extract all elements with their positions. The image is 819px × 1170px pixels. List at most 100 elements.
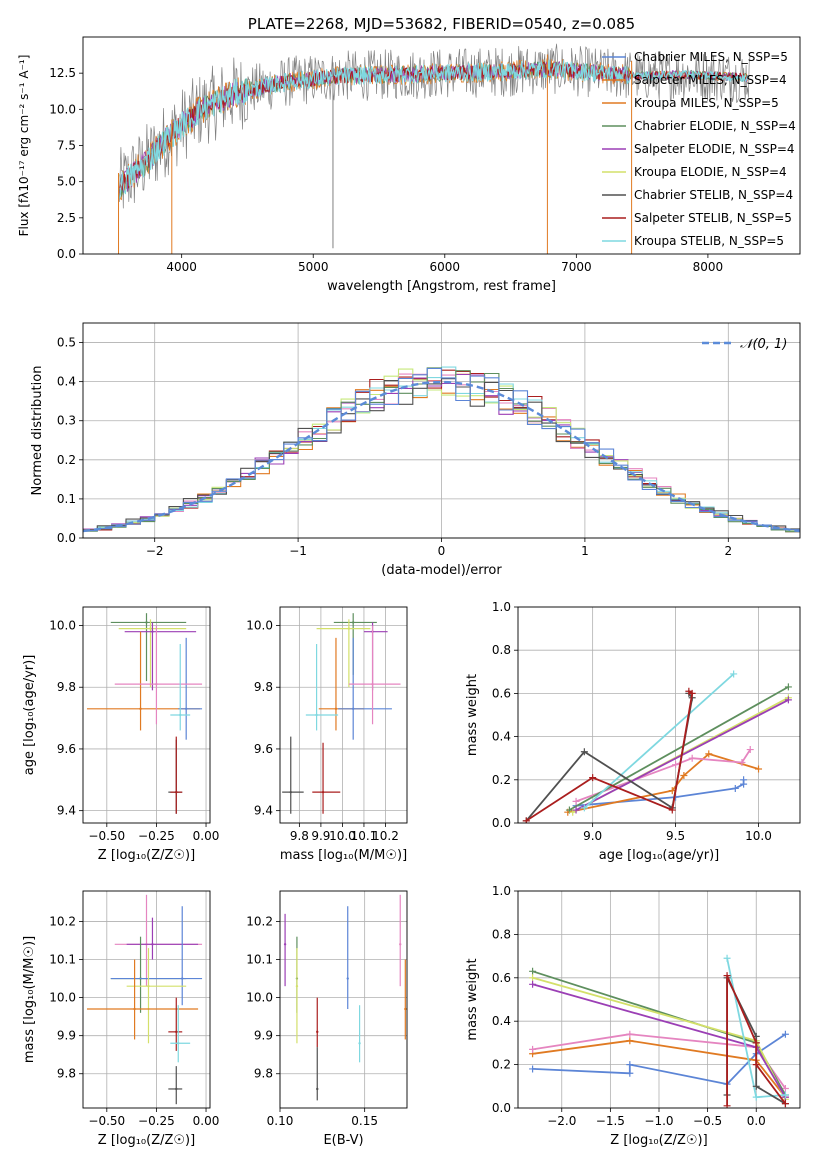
series-marker	[529, 1065, 537, 1073]
series-marker	[529, 974, 537, 982]
legend-label: Salpeter ELODIE, N_SSP=4	[634, 142, 795, 156]
legend-label: Chabrier MILES, N_SSP=5	[634, 50, 788, 64]
series-marker	[731, 784, 739, 792]
y-tick-label: 0.4	[492, 730, 511, 744]
series-marker	[781, 1084, 789, 1092]
x-tick-label: 0.0	[747, 1114, 766, 1128]
x-tick-label: −1.0	[644, 1114, 673, 1128]
x-tick-label: −0.50	[88, 829, 125, 843]
y-tick-label: 9.8	[254, 1067, 273, 1081]
series-marker	[626, 1037, 634, 1045]
x-tick-label: −1.5	[596, 1114, 625, 1128]
x-tick-label: 9.0	[583, 829, 602, 843]
y-tick-label: 0.2	[57, 453, 76, 467]
data-point	[316, 1030, 319, 1034]
x-axis-label: E(B-V)	[323, 1133, 363, 1148]
x-tick-label: 0.00	[193, 1114, 220, 1128]
data-point	[133, 1007, 136, 1011]
series-marker	[723, 972, 731, 980]
y-tick-label: 9.4	[57, 804, 76, 818]
x-tick-label: 9.9	[311, 829, 330, 843]
series-marker	[589, 774, 597, 782]
chart-title: PLATE=2268, MJD=53682, FIBERID=0540, z=0…	[248, 15, 635, 33]
x-axis-label: age [log₁₀(age/yr)]	[599, 848, 720, 863]
series-marker	[672, 761, 680, 769]
series-marker	[626, 1069, 634, 1077]
series-marker	[781, 1030, 789, 1038]
y-tick-label: 0.0	[492, 816, 511, 830]
series-line-red	[525, 690, 694, 822]
y-tick-label: 0.6	[492, 971, 511, 985]
x-tick-label: 7000	[561, 260, 592, 274]
y-tick-label: 0.0	[57, 247, 76, 261]
y-tick-label: 10.0	[246, 619, 273, 633]
x-axis-label: Z [log₁₀(Z/Z☉)]	[98, 1133, 195, 1148]
y-tick-label: 10.1	[246, 953, 273, 967]
series-marker	[572, 797, 580, 805]
y-tick-label: 9.8	[254, 680, 273, 694]
series-marker	[705, 750, 713, 758]
series-marker	[752, 1061, 760, 1069]
y-tick-label: 9.9	[254, 1029, 273, 1043]
legend-label: Kroupa MILES, N_SSP=5	[634, 96, 779, 110]
series-marker	[723, 1102, 731, 1108]
x-tick-label: 1	[581, 544, 589, 558]
data-point	[316, 1087, 319, 1091]
axes-frame	[82, 36, 801, 255]
y-tick-label: 10.1	[49, 953, 76, 967]
series-marker	[730, 670, 738, 678]
plot-area-z-age	[86, 613, 203, 814]
x-tick-label: −0.25	[138, 829, 175, 843]
y-axis-label: age [log₁₀(age/yr)]	[22, 655, 37, 776]
series-marker	[685, 687, 693, 695]
series-marker	[529, 967, 537, 975]
y-tick-label: 12.5	[49, 66, 76, 80]
series-marker	[529, 1045, 537, 1053]
y-tick-label: 9.6	[254, 742, 273, 756]
data-point	[179, 713, 182, 717]
data-point	[151, 630, 154, 633]
series-marker	[752, 1093, 760, 1101]
series-marker	[723, 954, 731, 962]
x-tick-label: 10.0	[745, 829, 772, 843]
histogram-lime	[83, 368, 800, 532]
x-tick-label: 0.15	[351, 1114, 378, 1128]
normal-curve	[83, 380, 800, 533]
data-point	[151, 943, 154, 946]
x-tick-label: −1	[289, 544, 307, 558]
histogram-dark	[83, 378, 800, 531]
data-point	[147, 984, 150, 988]
legend-label: Salpeter MILES, N_SSP=4	[634, 73, 787, 87]
series-line-cyan	[583, 673, 735, 809]
y-tick-label: 0.4	[57, 375, 76, 389]
data-point	[315, 713, 318, 717]
y-tick-label: 0.2	[492, 1058, 511, 1072]
y-tick-label: 0.0	[492, 1101, 511, 1115]
series-marker	[668, 806, 676, 814]
x-tick-label: 5000	[298, 260, 329, 274]
series-marker	[784, 683, 792, 691]
y-tick-label: 10.0	[246, 991, 273, 1005]
plot-area-spectrum	[118, 43, 751, 254]
x-tick-label: 8000	[693, 260, 724, 274]
legend-label: Salpeter STELIB, N_SSP=5	[634, 211, 792, 225]
y-axis-label: mass [log₁₀(M/M☉)]	[22, 936, 37, 1063]
y-tick-label: 0.1	[57, 492, 76, 506]
y-tick-label: 2.5	[57, 211, 76, 225]
x-tick-label: 0.00	[193, 829, 220, 843]
series-marker	[755, 765, 763, 773]
data-point	[181, 977, 184, 980]
x-tick-label: 0	[438, 544, 446, 558]
x-axis-label: Z [log₁₀(Z/Z☉)]	[98, 848, 195, 863]
data-point	[347, 627, 351, 630]
y-tick-label: 0.8	[492, 643, 511, 657]
y-tick-label: 5.0	[57, 175, 76, 189]
series-marker	[626, 1030, 634, 1038]
y-axis-label: Flux [fλ10⁻¹⁷ erg cm⁻² s⁻¹ A⁻¹]	[17, 55, 31, 237]
series-marker	[580, 748, 588, 756]
data-point	[184, 707, 188, 711]
spectrum-line-cyan	[119, 59, 748, 199]
y-tick-label: 10.0	[49, 991, 76, 1005]
x-tick-label: 10.1	[351, 829, 378, 843]
y-tick-label: 0.3	[57, 414, 76, 428]
